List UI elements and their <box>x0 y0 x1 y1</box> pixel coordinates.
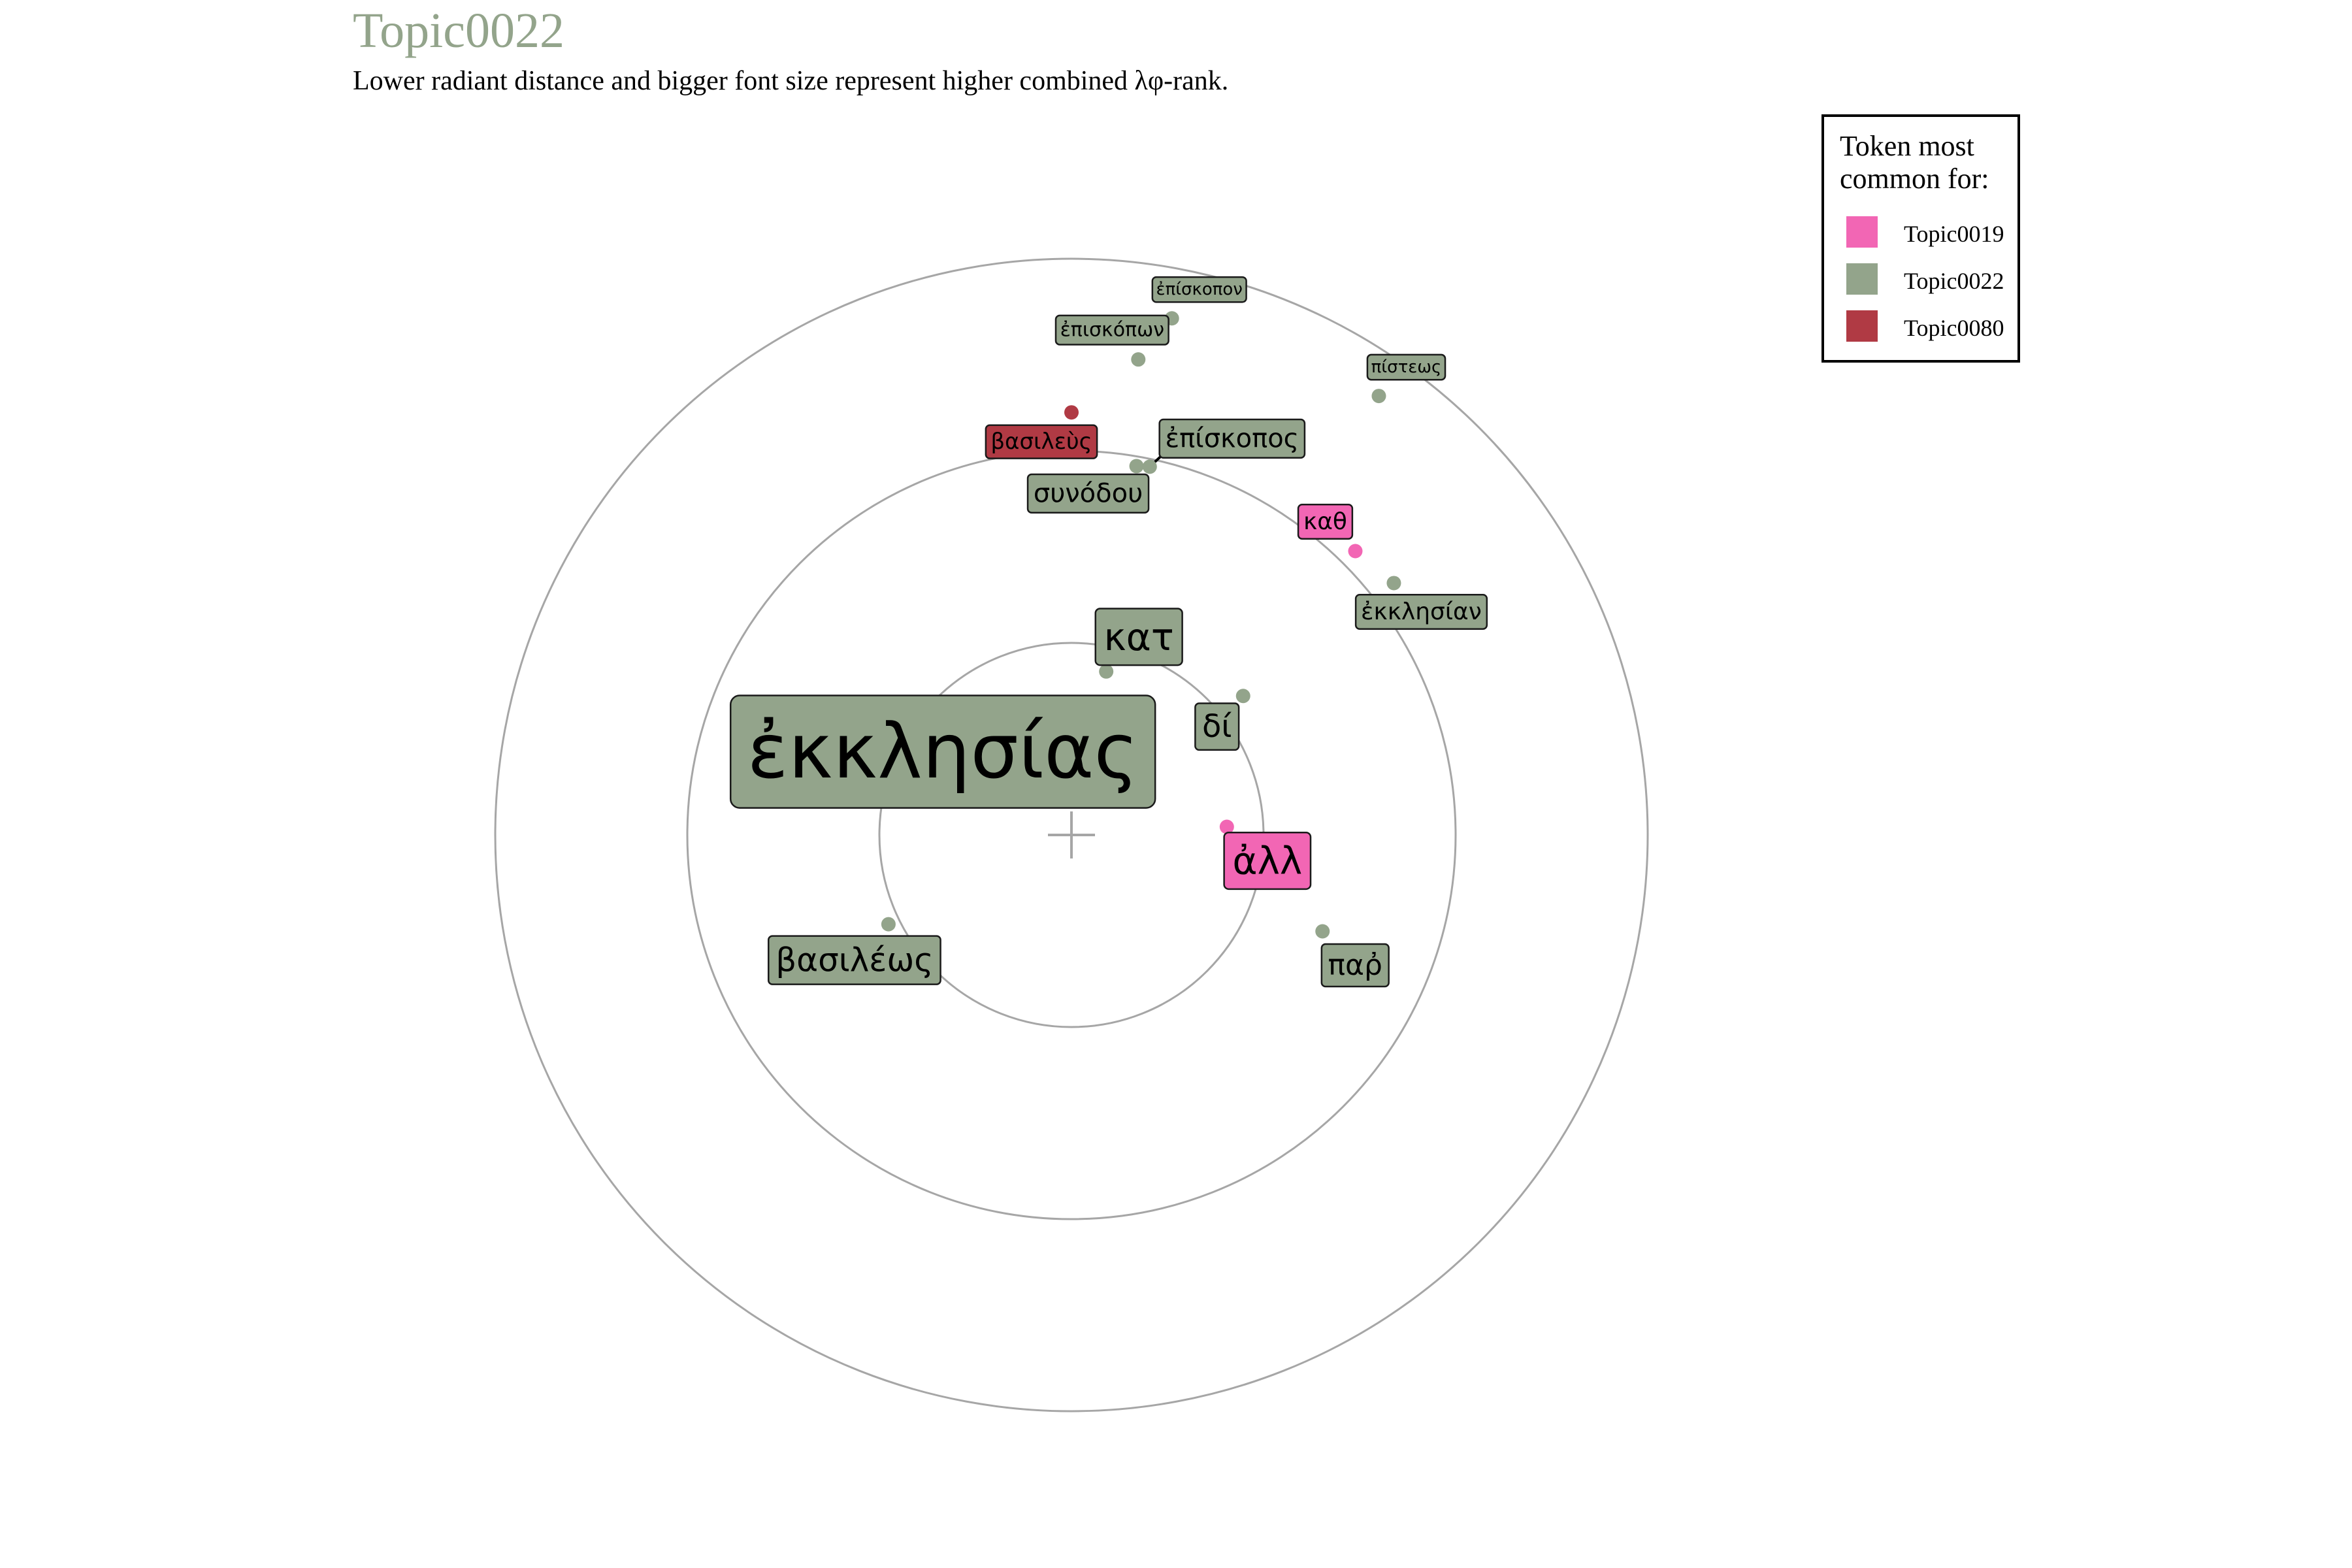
legend: Token most common for: Topic0019 Topic00… <box>1821 114 2020 363</box>
chart-title: Topic0022 <box>353 3 564 58</box>
token-label-box <box>1223 832 1312 890</box>
chart-subtitle: Lower radiant distance and bigger font s… <box>353 66 1229 96</box>
token-label-text: ἐπισκόπων <box>1060 319 1164 342</box>
token-label-box <box>767 935 941 985</box>
token-label-text: ἐπίσκοπος <box>1165 423 1299 453</box>
token-label-box <box>1026 473 1150 514</box>
token-label-box <box>1354 593 1488 630</box>
token-label-box <box>1094 608 1183 666</box>
legend-swatch <box>1846 216 1878 248</box>
token-label: ἀλλ <box>1223 832 1312 890</box>
token-label-box <box>1151 276 1247 303</box>
token-label-text: ἐκκλησίας <box>747 708 1139 796</box>
token-label: βασιλέως <box>767 935 941 985</box>
legend-title: Token most common for: <box>1840 130 2016 195</box>
token-label-box <box>1320 943 1390 988</box>
token-point <box>1348 544 1363 559</box>
token-label-text: βασιλεὺς <box>990 429 1092 455</box>
token-label: ἐπίσκοπος <box>1158 418 1306 459</box>
token-point <box>1064 405 1079 420</box>
center-cross <box>1048 811 1095 858</box>
token-label: ἐκκλησίας <box>729 694 1156 809</box>
token-label-box <box>1194 702 1240 751</box>
token-label-box <box>729 694 1156 809</box>
legend-title-line2: common for: <box>1840 163 1989 195</box>
token-label-box <box>1366 353 1446 381</box>
legend-swatch <box>1846 310 1878 342</box>
token-point <box>1371 389 1386 404</box>
legend-swatch <box>1846 263 1878 295</box>
legend-title-line1: Token most <box>1840 130 1974 162</box>
token-point <box>881 917 896 932</box>
token-label-text: καθ <box>1303 508 1347 535</box>
token-label-text: δί <box>1202 708 1232 745</box>
token-label-text: ἐκκλησίαν <box>1361 598 1482 625</box>
token-point <box>1219 819 1234 834</box>
legend-label: Topic0019 <box>1904 221 2004 247</box>
token-label-text: ἀλλ <box>1232 839 1302 883</box>
token-point <box>1386 576 1401 591</box>
legend-item-topic0080: Topic0080 <box>1846 310 2016 343</box>
token-point <box>1142 459 1157 474</box>
token-labels: ἐκκλησίας κατ ἀλλ δί βασιλέως παῤ συνόδου ἐπίσκ… <box>729 276 1488 988</box>
legend-item-topic0019: Topic0019 <box>1846 216 2016 249</box>
token-label: ἐπισκόπων <box>1054 314 1169 346</box>
token-point <box>1131 352 1146 367</box>
token-label-text: συνόδου <box>1034 478 1143 508</box>
token-points <box>881 311 1401 939</box>
token-label-text: παῤ <box>1328 949 1382 982</box>
token-point <box>1315 924 1330 939</box>
token-label-box <box>985 424 1098 459</box>
token-label-text: πίστεως <box>1371 357 1442 377</box>
legend-label: Topic0022 <box>1904 268 2004 294</box>
token-label-box <box>1158 418 1306 459</box>
token-label: δί <box>1194 702 1240 751</box>
token-label: παῤ <box>1320 943 1390 988</box>
token-label-box <box>1297 504 1354 540</box>
token-label: συνόδου <box>1026 473 1150 514</box>
token-label: κατ <box>1094 608 1183 666</box>
token-label: ἐπίσκοπον <box>1151 276 1247 303</box>
token-point <box>1235 689 1250 704</box>
token-point <box>1129 459 1144 474</box>
token-label-text: ἐπίσκοπον <box>1156 280 1243 299</box>
token-label: καθ <box>1297 504 1354 540</box>
legend-label: Topic0080 <box>1904 315 2004 341</box>
token-label-text: βασιλέως <box>776 941 933 979</box>
token-label: βασιλεὺς <box>985 424 1098 459</box>
ring-3 <box>494 257 1649 1413</box>
token-label-box <box>1054 314 1169 346</box>
legend-item-topic0022: Topic0022 <box>1846 263 2016 296</box>
token-point <box>1099 664 1114 679</box>
token-label: ἐκκλησίαν <box>1354 593 1488 630</box>
token-label: πίστεως <box>1366 353 1446 381</box>
token-label-text: κατ <box>1104 615 1174 659</box>
